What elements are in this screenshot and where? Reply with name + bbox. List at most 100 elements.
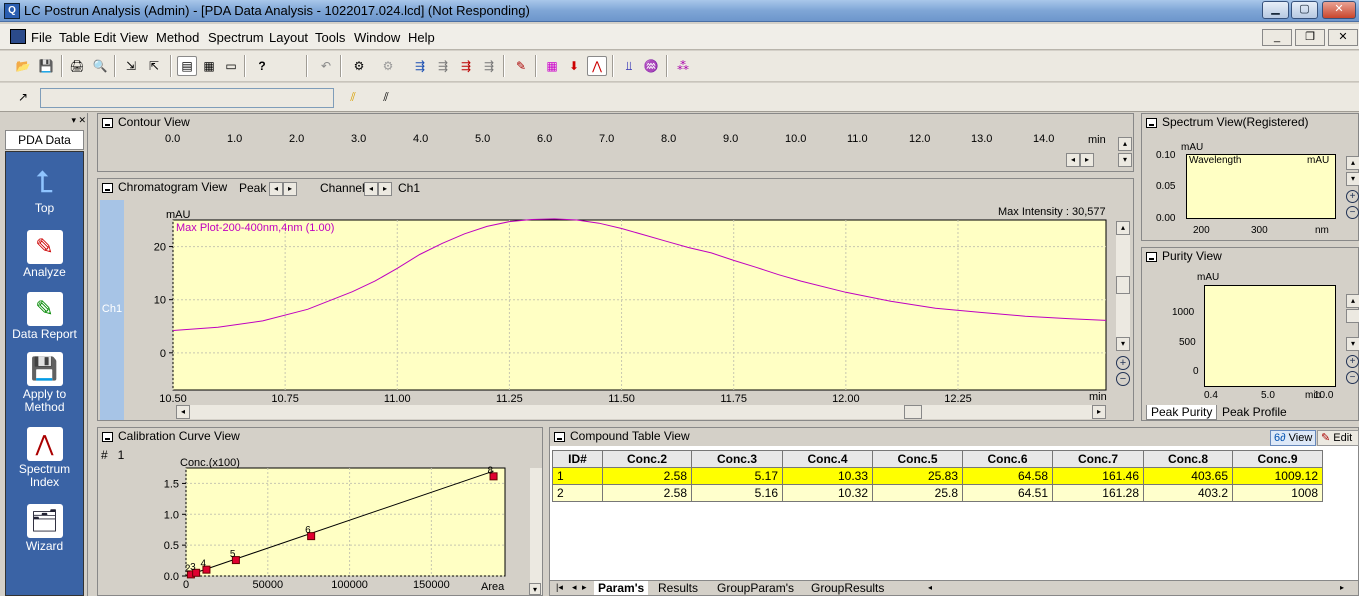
scroll-down-button[interactable]: ▾	[1346, 337, 1359, 351]
command-input[interactable]	[40, 88, 334, 108]
table-cell[interactable]: 403.2	[1143, 484, 1233, 502]
table-cell[interactable]: 1	[552, 467, 603, 485]
scroll-thumb[interactable]	[904, 405, 922, 419]
edit-button[interactable]: ✎ Edit	[1317, 430, 1359, 446]
print-preview-icon[interactable]: 🔍	[92, 59, 108, 73]
zoom-out-icon[interactable]: −	[1346, 371, 1359, 384]
menu-method[interactable]: Method	[156, 30, 200, 45]
menu-spectrum[interactable]: Spectrum	[208, 30, 264, 45]
maximize-button[interactable]: ▢	[1291, 1, 1318, 19]
tab-params[interactable]: Param's	[594, 581, 649, 595]
tab-group-params[interactable]: GroupParam's	[717, 581, 794, 595]
wavelength-icon[interactable]: ✎	[515, 59, 527, 73]
table-cell[interactable]: 64.58	[962, 467, 1053, 485]
col-header-conc3[interactable]: Conc.3	[691, 450, 783, 468]
table-cell[interactable]: 5.17	[691, 467, 783, 485]
close-button[interactable]: ✕	[1322, 1, 1356, 19]
scroll-up-button[interactable]: ▴	[1346, 156, 1359, 170]
zoom-out-icon[interactable]: −	[1116, 372, 1130, 386]
nav-top[interactable]: ⮤ Top	[6, 166, 83, 215]
pane-minimize-icon[interactable]	[1146, 252, 1157, 262]
table-cell[interactable]: 1009.12	[1232, 467, 1323, 485]
table-cell[interactable]: 5.16	[691, 484, 783, 502]
save-data-icon[interactable]: ⇱	[148, 59, 160, 73]
menu-help[interactable]: Help	[408, 30, 435, 45]
open-icon[interactable]: 📂	[15, 59, 31, 73]
zoom-in-icon[interactable]: +	[1346, 190, 1359, 203]
contour-icon[interactable]: ▦	[546, 59, 558, 73]
col-header-conc7[interactable]: Conc.7	[1052, 450, 1144, 468]
peak-markers-icon[interactable]: ⫫	[625, 59, 633, 73]
vertical-scrollbar[interactable]: ▴ ▾	[1116, 221, 1130, 351]
table-cell[interactable]: 1008	[1232, 484, 1323, 502]
nav-data-report[interactable]: ✎ Data Report	[6, 292, 83, 341]
undo-icon[interactable]: ↶	[320, 59, 332, 73]
nav-apply-method[interactable]: 💾 Apply to Method	[6, 352, 83, 414]
tab-scroll-first[interactable]: |◂	[556, 582, 563, 592]
library-search-icon[interactable]: ⇶	[460, 59, 472, 73]
spectrum-search-icon[interactable]: ⇶	[414, 59, 426, 73]
hscroll-left-button[interactable]: ◂	[928, 583, 933, 592]
scroll-thumb[interactable]	[1346, 309, 1359, 323]
channel-next-button[interactable]: ▸	[378, 182, 392, 196]
nav-analyze[interactable]: ✎ Analyze	[6, 230, 83, 279]
col-header-conc8[interactable]: Conc.8	[1143, 450, 1233, 468]
menu-table-edit[interactable]: Table Edit	[59, 30, 117, 45]
mdi-close-button[interactable]: ✕	[1328, 29, 1358, 46]
spectrum-icon[interactable]: ⬇	[568, 59, 580, 73]
baseline-icon[interactable]: ♒	[643, 59, 659, 73]
table-cell[interactable]: 2	[552, 484, 603, 502]
channel-prev-button[interactable]: ◂	[364, 182, 378, 196]
chromatogram-plot[interactable]: 10.50 10.75 11.00 11.25 11.50 11.75 12.00 12.25…	[98, 179, 1133, 420]
col-header-conc5[interactable]: Conc.5	[872, 450, 963, 468]
layout1-icon[interactable]: ▤	[177, 56, 197, 76]
zoom-in-icon[interactable]: +	[1346, 355, 1359, 368]
tab-peak-purity[interactable]: Peak Purity	[1146, 405, 1218, 420]
layout3-icon[interactable]: ▭	[225, 59, 237, 73]
scroll-up-button[interactable]: ▴	[1118, 137, 1132, 151]
hscroll-right-button[interactable]: ▸	[1340, 583, 1345, 592]
table-cell[interactable]: 25.8	[872, 484, 963, 502]
scroll-right-button[interactable]: ▸	[1080, 153, 1094, 167]
table-cell[interactable]: 2.58	[602, 484, 692, 502]
table-cell[interactable]: 2.58	[602, 467, 692, 485]
scroll-down-button[interactable]: ▾	[1118, 153, 1132, 167]
table-cell[interactable]: 161.46	[1052, 467, 1144, 485]
manual-integration-icon[interactable]: ⫽	[383, 90, 389, 104]
menu-tools[interactable]: Tools	[315, 30, 346, 45]
mdi-minimize-button[interactable]: _	[1262, 29, 1292, 46]
pane-minimize-icon[interactable]	[102, 118, 113, 128]
compound-icon[interactable]: ⚙	[382, 59, 394, 73]
scroll-left-button[interactable]: ◂	[176, 405, 190, 419]
col-header-conc9[interactable]: Conc.9	[1232, 450, 1323, 468]
peak-purity-icon[interactable]: ⋀	[587, 56, 607, 76]
scroll-right-button[interactable]: ▸	[1092, 405, 1106, 419]
tab-results[interactable]: Results	[658, 581, 699, 595]
scroll-down-button[interactable]: ▾	[1116, 337, 1130, 351]
nav-spectrum-index[interactable]: ⋀ Spectrum Index	[6, 427, 83, 489]
table-cell[interactable]: 10.33	[782, 467, 873, 485]
scroll-down-button[interactable]: ▾	[1346, 172, 1359, 186]
nav-wizard[interactable]: 🗂 Wizard	[6, 504, 83, 553]
menu-file[interactable]: File	[31, 30, 52, 45]
scroll-up-button[interactable]: ▴	[1116, 221, 1130, 235]
menu-window[interactable]: Window	[354, 30, 401, 45]
table-cell[interactable]: 161.28	[1052, 484, 1144, 502]
scroll-thumb[interactable]	[1116, 276, 1130, 294]
tab-scroll-prev[interactable]: ◂	[572, 582, 577, 592]
print-icon[interactable]: 🖨	[69, 59, 85, 73]
panel-controls[interactable]: ▾ ✕	[71, 115, 86, 125]
vertical-scrollbar[interactable]: ▾	[529, 468, 542, 595]
table-row[interactable]: 1 2.58 5.17 10.33 25.83 64.58 161.46 403…	[552, 467, 1323, 485]
pda-data-tab[interactable]: PDA Data	[5, 130, 84, 150]
peak-next-button[interactable]: ▸	[283, 182, 297, 196]
spectrum-plot[interactable]	[1186, 154, 1336, 219]
zoom-in-icon[interactable]: +	[1116, 356, 1130, 370]
peak-prev-button[interactable]: ◂	[269, 182, 283, 196]
col-header-conc6[interactable]: Conc.6	[962, 450, 1053, 468]
channel-tab[interactable]: Ch1	[100, 200, 124, 420]
pointer-tool-icon[interactable]: ↗	[17, 90, 29, 104]
col-header-conc4[interactable]: Conc.4	[782, 450, 873, 468]
tab-group-results[interactable]: GroupResults	[811, 581, 885, 595]
table-cell[interactable]: 10.32	[782, 484, 873, 502]
